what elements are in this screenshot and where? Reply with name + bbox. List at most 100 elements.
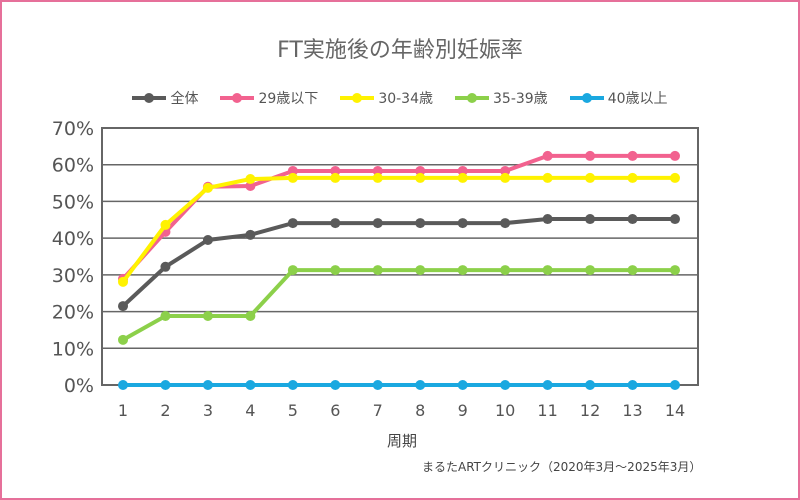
data-point — [372, 265, 383, 276]
data-point — [245, 174, 256, 185]
data-point — [500, 265, 511, 276]
data-point — [585, 265, 596, 276]
y-tick-label: 0% — [64, 375, 94, 397]
data-point — [415, 265, 426, 276]
data-point — [372, 218, 383, 229]
data-point — [118, 380, 128, 390]
y-tick-label: 30% — [52, 265, 94, 287]
x-axis-label: 周期 — [387, 432, 417, 450]
data-point — [160, 380, 171, 390]
y-tick-label: 20% — [52, 302, 94, 324]
legend-label: 全体 — [170, 91, 199, 107]
series-line-30-34歳 — [121, 175, 675, 284]
data-point — [542, 265, 553, 276]
data-point — [457, 165, 468, 176]
source-note: まるたARTクリニック（2020年3月～2025年3月） — [422, 460, 702, 474]
data-point — [627, 214, 638, 225]
legend-item: 40歳以上 — [569, 88, 668, 108]
data-point — [542, 380, 553, 390]
legend-marker-icon — [220, 93, 255, 103]
data-point — [627, 150, 638, 161]
data-point — [330, 218, 341, 229]
x-tick-label: 13 — [622, 401, 642, 420]
y-tick-label: 10% — [52, 338, 94, 360]
y-tick-label: 60% — [52, 155, 94, 177]
data-point — [118, 301, 128, 312]
data-point — [287, 218, 298, 229]
data-point — [330, 165, 341, 176]
y-tick-label: 40% — [52, 228, 94, 250]
data-point — [330, 265, 341, 276]
data-point — [202, 234, 213, 245]
data-point — [627, 265, 638, 276]
data-point — [457, 172, 468, 183]
legend-item: 全体 — [132, 88, 198, 108]
x-tick-label: 9 — [458, 401, 468, 420]
data-point — [585, 380, 596, 390]
legend-label: 30-34歳 — [378, 91, 433, 107]
data-point — [287, 265, 298, 276]
data-point — [160, 310, 171, 321]
data-point — [287, 165, 298, 176]
data-point — [415, 172, 426, 183]
x-tick-label: 2 — [160, 401, 170, 420]
data-point — [670, 172, 680, 183]
y-tick-label: 70% — [52, 118, 94, 140]
chart-title: FT実施後の年齢別妊娠率 — [277, 38, 523, 63]
legend-item: 30-34歳 — [340, 88, 433, 108]
data-point — [500, 218, 511, 229]
legend-item: 29歳以下 — [220, 88, 318, 108]
data-point — [202, 182, 213, 193]
data-point — [627, 172, 638, 183]
data-point — [457, 265, 468, 276]
y-tick-label: 50% — [52, 191, 94, 213]
x-tick-label: 7 — [373, 401, 383, 420]
legend-label: 40歳以上 — [607, 91, 668, 107]
data-point — [670, 214, 680, 225]
data-point — [372, 172, 383, 183]
data-point — [372, 380, 383, 390]
plot-frame — [101, 127, 699, 386]
data-point — [585, 214, 596, 225]
x-tick-label: 1 — [118, 401, 128, 420]
data-point — [330, 172, 341, 183]
data-point — [287, 172, 298, 183]
data-point — [118, 334, 128, 345]
legend-item: 35-39歳 — [455, 88, 548, 108]
data-point — [457, 380, 468, 390]
data-point — [670, 265, 680, 276]
x-tick-label: 12 — [580, 401, 600, 420]
data-point — [457, 218, 468, 229]
x-tick-label: 8 — [415, 401, 425, 420]
data-point — [160, 261, 171, 272]
legend-label: 35-39歳 — [493, 91, 548, 107]
data-point — [160, 219, 171, 230]
data-point — [118, 276, 128, 287]
legend-marker-icon — [569, 93, 604, 103]
data-point — [542, 172, 553, 183]
series-line-全体 — [121, 217, 675, 308]
data-point — [670, 380, 680, 390]
data-point — [202, 310, 213, 321]
data-point — [245, 181, 256, 192]
legend-marker-icon — [132, 93, 167, 103]
x-tick-label: 6 — [330, 401, 340, 420]
series-line-35-39歳 — [122, 268, 675, 342]
data-point — [245, 229, 256, 240]
x-tick-label: 14 — [665, 401, 685, 420]
legend-marker-icon — [455, 93, 489, 103]
data-point — [670, 150, 680, 161]
data-point — [287, 380, 298, 390]
data-point — [585, 172, 596, 183]
data-point — [500, 172, 511, 183]
data-point — [415, 380, 426, 390]
legend-marker-icon — [340, 93, 375, 103]
data-point — [627, 380, 638, 390]
x-tick-label: 11 — [537, 401, 557, 420]
data-point — [372, 165, 383, 176]
x-tick-label: 10 — [495, 401, 515, 420]
data-point — [330, 380, 341, 390]
data-point — [415, 165, 426, 176]
x-tick-label: 3 — [203, 401, 213, 420]
